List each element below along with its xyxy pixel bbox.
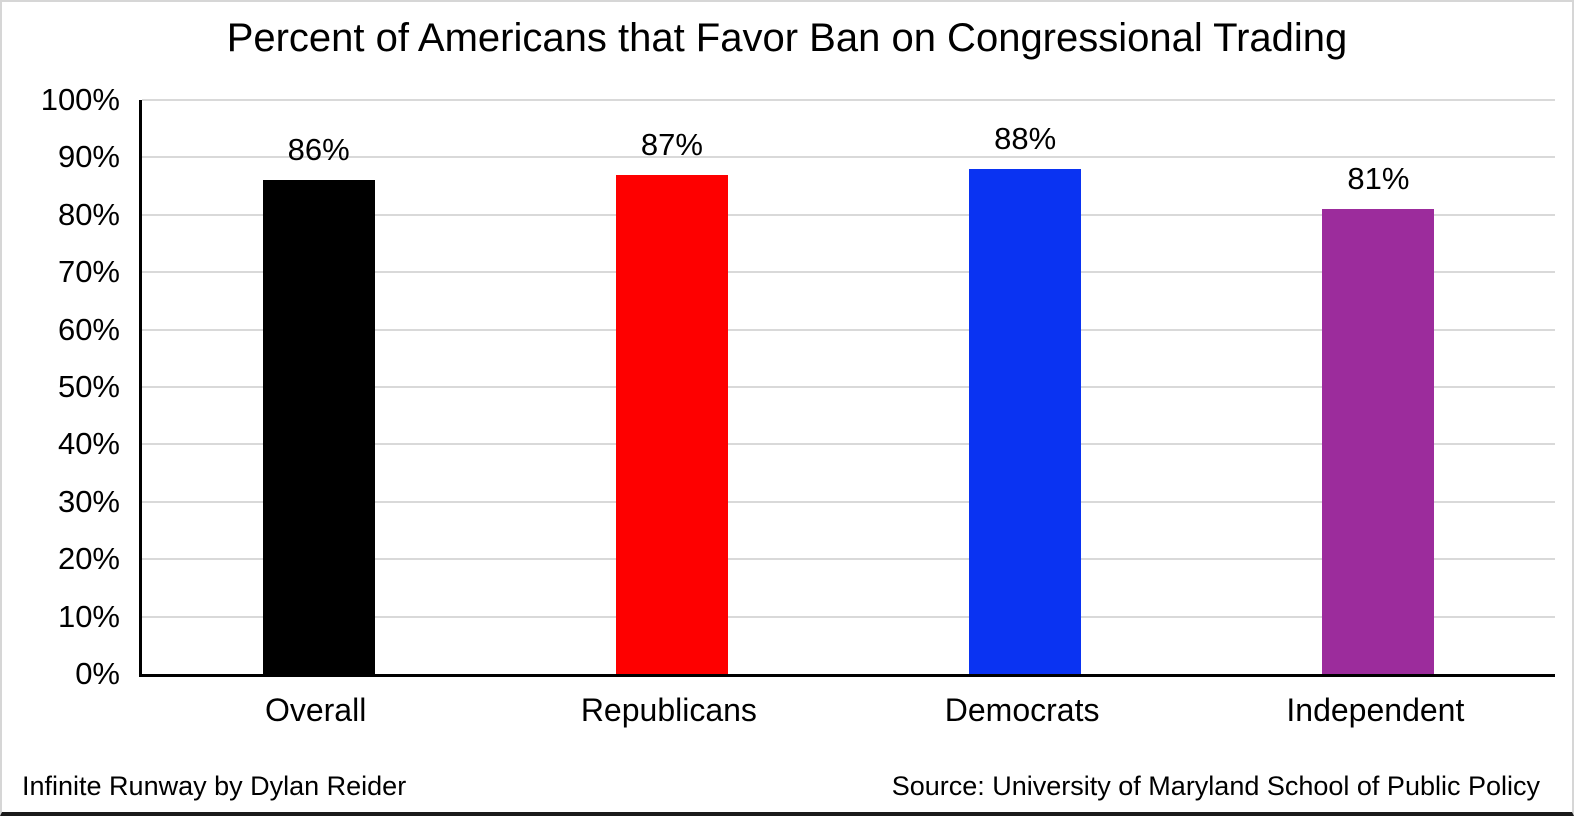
y-tick-label: 80% <box>57 196 120 232</box>
gridline <box>142 328 1555 331</box>
y-tick-label: 60% <box>57 311 120 347</box>
bar-democrats <box>969 168 1082 674</box>
bar-republicans <box>615 174 728 674</box>
gridline <box>142 99 1555 101</box>
y-tick-label: 70% <box>57 254 120 290</box>
plot-area: 86% 87% 88% 81% <box>139 99 1555 677</box>
y-tick-label: 100% <box>40 82 120 117</box>
bar-value-label-republicans: 87% <box>640 126 703 162</box>
x-category-label-overall: Overall <box>264 692 367 728</box>
footer: Infinite Runway by Dylan Reider Source: … <box>2 771 1572 802</box>
y-tick-label: 0% <box>75 656 120 691</box>
x-category-label-independent: Independent <box>1286 692 1465 728</box>
bar-slot-republicans: 87% <box>495 100 848 674</box>
y-tick-label: 40% <box>57 426 120 462</box>
bar-overall <box>262 180 375 674</box>
x-category-label-republicans: Republicans <box>580 692 757 728</box>
y-tick-label: 50% <box>57 369 120 404</box>
y-tick-label: 30% <box>57 483 120 519</box>
y-tick-label: 10% <box>57 598 120 634</box>
chart-title: Percent of Americans that Favor Ban on C… <box>226 16 1348 60</box>
bar-slots: 86% 87% 88% 81% <box>142 100 1555 674</box>
gridline <box>142 443 1555 446</box>
gridline <box>142 386 1555 388</box>
bar-independent <box>1322 209 1435 674</box>
gridline <box>142 213 1555 216</box>
y-axis: 0% 10% 20% 30% 40% 50% 60% 70% 80% 90% 100% <box>2 82 120 691</box>
bar-slot-overall: 86% <box>142 100 495 674</box>
bar-value-label-democrats: 88% <box>994 120 1057 156</box>
bar-value-label-independent: 81% <box>1347 161 1410 197</box>
gridline <box>142 558 1555 561</box>
bar-slot-democrats: 88% <box>849 100 1202 674</box>
x-category-label-democrats: Democrats <box>944 692 1100 728</box>
bar-slot-independent: 81% <box>1202 100 1555 674</box>
bar-value-label-overall: 86% <box>287 132 350 168</box>
gridline <box>142 500 1555 503</box>
x-axis: Overall Republicans Democrats Independent <box>139 692 1552 729</box>
footer-credit: Infinite Runway by Dylan Reider <box>22 771 407 801</box>
footer-source: Source: University of Maryland School of… <box>891 771 1540 801</box>
gridline <box>142 156 1555 159</box>
gridline <box>142 271 1555 274</box>
gridline <box>142 615 1555 618</box>
y-tick-label: 90% <box>57 139 120 175</box>
y-tick-label: 20% <box>57 541 120 577</box>
